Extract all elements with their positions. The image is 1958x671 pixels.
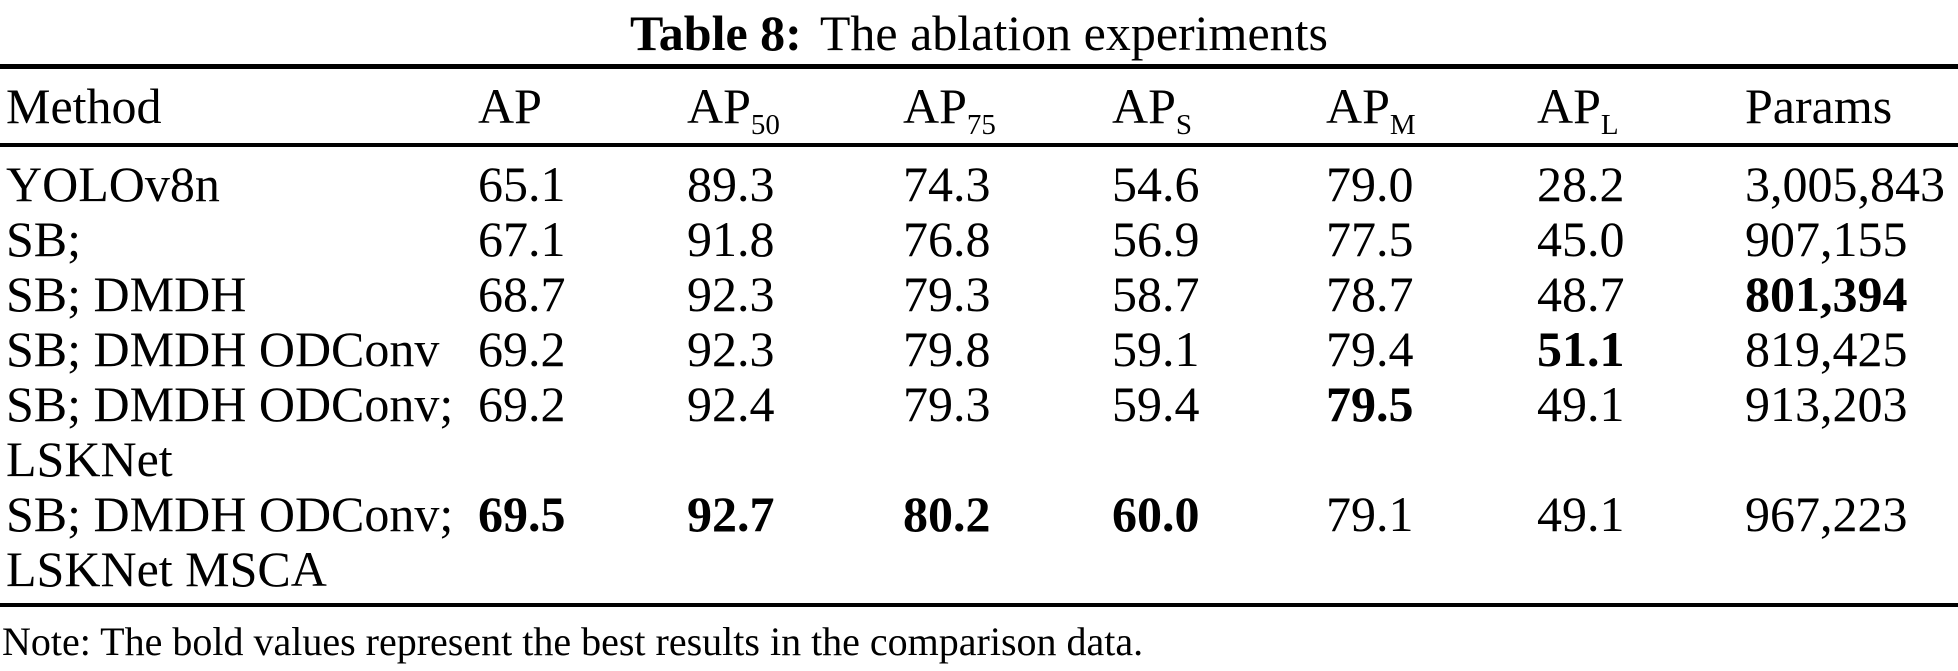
- cell-apm: 79.1: [1326, 486, 1414, 542]
- cell-aps: 59.4: [1112, 376, 1200, 432]
- cell-ap50: 91.8: [687, 211, 775, 267]
- cell-params: 3,005,843: [1745, 156, 1945, 212]
- cell-ap50: 89.3: [687, 156, 775, 212]
- table-row: SB; DMDH ODConv; LSKNet MSCA 69.5 92.7 8…: [0, 487, 1958, 605]
- column-header-ap75: AP75: [903, 66, 1112, 147]
- table-row: YOLOv8n 65.1 89.3 74.3 54.6 79.0 28.2 3,…: [0, 145, 1958, 212]
- cell-params: 819,425: [1745, 321, 1908, 377]
- cell-params: 967,223: [1745, 486, 1908, 542]
- ablation-table: Method AP AP50 AP75 APS APM APL Params Y…: [0, 64, 1958, 607]
- column-header-aps: APS: [1112, 66, 1326, 147]
- cell-aps: 59.1: [1112, 321, 1200, 377]
- table-caption-label: Table 8:: [630, 5, 802, 61]
- cell-method: SB; DMDH ODConv; LSKNet MSCA: [6, 486, 454, 597]
- table-row: SB; 67.1 91.8 76.8 56.9 77.5 45.0 907,15…: [0, 212, 1958, 267]
- cell-ap75: 79.8: [903, 321, 991, 377]
- cell-method: YOLOv8n: [6, 156, 220, 212]
- column-header-ap: AP: [478, 66, 687, 147]
- table-row: SB; DMDH ODConv 69.2 92.3 79.8 59.1 79.4…: [0, 322, 1958, 377]
- column-header-params: Params: [1745, 66, 1958, 147]
- cell-aps: 56.9: [1112, 211, 1200, 267]
- cell-ap50: 92.3: [687, 266, 775, 322]
- cell-aps: 58.7: [1112, 266, 1200, 322]
- cell-ap75: 79.3: [903, 376, 991, 432]
- table-caption: Table 8: The ablation experiments: [0, 0, 1958, 64]
- cell-apl: 45.0: [1537, 211, 1625, 267]
- table-row: SB; DMDH 68.7 92.3 79.3 58.7 78.7 48.7 8…: [0, 267, 1958, 322]
- cell-ap: 67.1: [478, 211, 566, 267]
- cell-apm: 79.5: [1326, 376, 1414, 432]
- cell-apl: 48.7: [1537, 266, 1625, 322]
- cell-method: SB; DMDH ODConv: [6, 321, 440, 377]
- cell-apm: 78.7: [1326, 266, 1414, 322]
- cell-method: SB; DMDH: [6, 266, 247, 322]
- cell-apm: 79.4: [1326, 321, 1414, 377]
- column-header-ap50: AP50: [687, 66, 903, 147]
- cell-ap: 69.2: [478, 376, 566, 432]
- table-caption-text: The ablation experiments: [819, 5, 1328, 61]
- cell-apl: 49.1: [1537, 376, 1625, 432]
- cell-ap50: 92.7: [687, 486, 775, 542]
- cell-ap: 68.7: [478, 266, 566, 322]
- cell-method: SB; DMDH ODConv; LSKNet: [6, 376, 454, 487]
- cell-apm: 77.5: [1326, 211, 1414, 267]
- cell-apl: 49.1: [1537, 486, 1625, 542]
- cell-params: 907,155: [1745, 211, 1908, 267]
- cell-aps: 60.0: [1112, 486, 1200, 542]
- cell-ap75: 76.8: [903, 211, 991, 267]
- table-row: SB; DMDH ODConv; LSKNet 69.2 92.4 79.3 5…: [0, 377, 1958, 487]
- cell-ap50: 92.4: [687, 376, 775, 432]
- cell-apm: 79.0: [1326, 156, 1414, 212]
- table-footnote: Note: The bold values represent the best…: [2, 619, 1144, 664]
- cell-method: SB;: [6, 211, 82, 267]
- cell-ap50: 92.3: [687, 321, 775, 377]
- cell-params: 801,394: [1745, 266, 1908, 322]
- cell-ap: 65.1: [478, 156, 566, 212]
- column-header-apl: APL: [1537, 66, 1745, 147]
- cell-ap75: 74.3: [903, 156, 991, 212]
- cell-params: 913,203: [1745, 376, 1908, 432]
- cell-ap: 69.5: [478, 486, 566, 542]
- column-header-apm: APM: [1326, 66, 1537, 147]
- cell-ap: 69.2: [478, 321, 566, 377]
- column-header-method: Method: [0, 66, 478, 147]
- cell-ap75: 80.2: [903, 486, 991, 542]
- cell-aps: 54.6: [1112, 156, 1200, 212]
- header-row: Method AP AP50 AP75 APS APM APL Params: [0, 66, 1958, 147]
- cell-apl: 28.2: [1537, 156, 1625, 212]
- cell-apl: 51.1: [1537, 321, 1625, 377]
- cell-ap75: 79.3: [903, 266, 991, 322]
